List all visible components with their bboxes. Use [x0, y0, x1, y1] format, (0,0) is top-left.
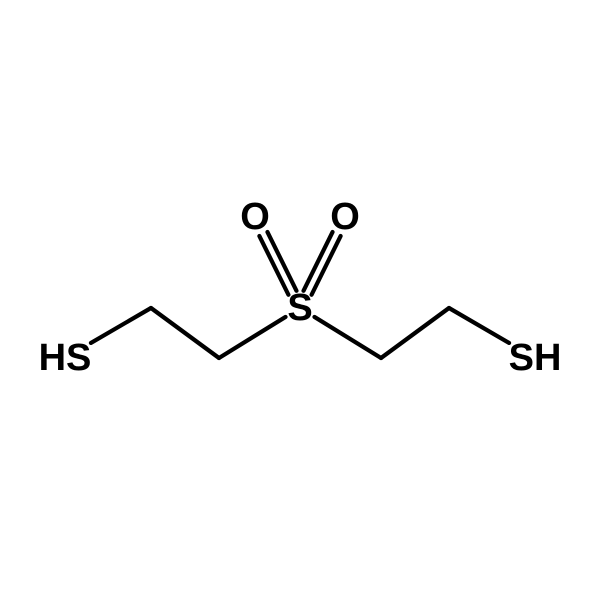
- bond-line: [91, 308, 151, 343]
- bond-line: [314, 317, 381, 358]
- bond-line: [381, 308, 449, 358]
- atom-label-o_r: O: [330, 196, 360, 238]
- bond-line: [449, 308, 509, 343]
- atom-label-s: S: [287, 287, 312, 329]
- bond-line: [219, 317, 286, 358]
- atom-label-o_l: O: [240, 196, 270, 238]
- chemical-structure-diagram: HS S SH O O: [0, 0, 600, 600]
- atom-label-hs_l: HS: [39, 337, 92, 379]
- bond-line: [151, 308, 219, 358]
- atom-label-sh_r: SH: [509, 337, 562, 379]
